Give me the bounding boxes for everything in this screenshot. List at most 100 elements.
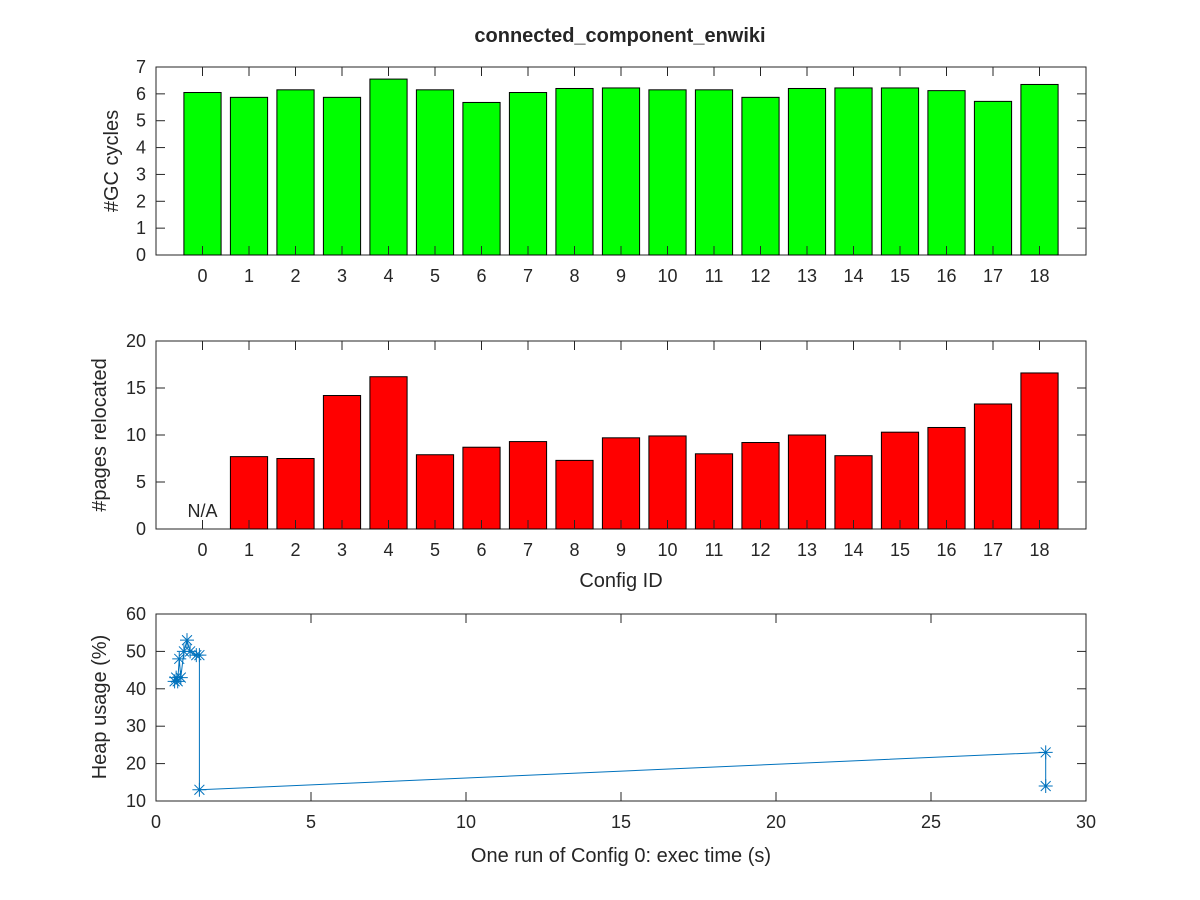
pages-relocated-x-tick-label: 17 <box>983 540 1003 560</box>
heap-usage-series <box>167 633 1053 797</box>
gc-cycles-bar <box>415 89 455 256</box>
pages-relocated-y-tick-label: 15 <box>126 378 146 398</box>
heap-usage-y-tick-label: 60 <box>126 604 146 624</box>
heap-usage-x-tick-label: 15 <box>611 812 631 832</box>
pages-relocated-bar <box>415 454 455 530</box>
gc-cycles-y-tick-label: 5 <box>136 111 146 131</box>
pages-relocated-bar <box>787 434 827 530</box>
gc-cycles-bar <box>973 100 1013 256</box>
gc-cycles-bars <box>183 78 1059 256</box>
gc-cycles-x-tick-label: 12 <box>750 266 770 286</box>
gc-cycles-x-tick-label: 0 <box>197 266 207 286</box>
gc-cycles-bar <box>787 87 827 256</box>
gc-cycles-x-tick-label: 15 <box>890 266 910 286</box>
gc-cycles-y-label: #GC cycles <box>101 110 123 212</box>
heap-usage-point <box>183 644 198 659</box>
gc-cycles-y-tick-label: 0 <box>136 245 146 265</box>
gc-cycles-x-tick-label: 2 <box>290 266 300 286</box>
pages-relocated-x-tick-label: 12 <box>750 540 770 560</box>
heap-usage-point <box>172 651 187 666</box>
pages-relocated-x-label: Config ID <box>579 570 662 592</box>
asterisk-marker-icon <box>183 644 198 659</box>
pages-relocated-bar <box>973 403 1013 530</box>
heap-usage-y-tick-label: 10 <box>126 791 146 811</box>
pages-relocated-x-tick-label: 5 <box>430 540 440 560</box>
gc-cycles-bar <box>322 96 362 256</box>
gc-cycles-x-tick-label: 9 <box>616 266 626 286</box>
pages-relocated-bar <box>462 446 501 530</box>
gc-cycles-y-tick-label: 1 <box>136 218 146 238</box>
asterisk-marker-icon <box>192 782 207 797</box>
heap-usage-y-tick-label: 40 <box>126 679 146 699</box>
gc-cycles-y-tick-label: 2 <box>136 191 146 211</box>
gc-cycles-x-tick-label: 3 <box>337 266 347 286</box>
figure-title: connected_component_enwiki <box>474 25 765 47</box>
pages-relocated-bar <box>322 395 362 530</box>
pages-relocated-y-label: #pages relocated <box>89 358 111 511</box>
pages-relocated-bar <box>741 442 780 530</box>
pages-relocated-y-tick-label: 0 <box>136 519 146 539</box>
pages-relocated-bars: N/A <box>187 372 1059 530</box>
heap-usage-x-tick-label: 5 <box>306 812 316 832</box>
heap-usage-axes: 0 5 10 15 20 25 30 10 20 30 40 50 60 <box>126 604 1096 832</box>
pages-relocated-x-tick-label: 8 <box>569 540 579 560</box>
pages-relocated-missing-label: N/A <box>187 501 217 521</box>
heap-usage-x-tick-label: 0 <box>151 812 161 832</box>
gc-cycles-bar <box>229 96 269 256</box>
pages-relocated-x-tick-label: 7 <box>523 540 533 560</box>
gc-cycles-bar <box>880 87 920 256</box>
heap-usage-plot-area <box>155 613 1087 802</box>
pages-relocated-x-tick-label: 16 <box>936 540 956 560</box>
pages-relocated-x-tick-label: 9 <box>616 540 626 560</box>
gc-cycles-bar <box>927 90 966 256</box>
heap-usage-x-tick-label: 20 <box>766 812 786 832</box>
gc-cycles-x-tick-label: 5 <box>430 266 440 286</box>
pages-relocated-bar <box>648 435 687 530</box>
gc-cycles-x-tick-label: 18 <box>1029 266 1049 286</box>
gc-cycles-x-tick-label: 8 <box>569 266 579 286</box>
gc-cycles-y-tick-label: 7 <box>136 57 146 77</box>
pages-relocated-x-tick-label: 10 <box>657 540 677 560</box>
heap-usage-point <box>180 633 194 648</box>
pages-relocated-x-tick-label: 2 <box>290 540 300 560</box>
gc-cycles-bar <box>508 92 548 256</box>
heap-usage-x-tick-label: 10 <box>456 812 476 832</box>
gc-cycles-x-tick-label: 6 <box>476 266 486 286</box>
pages-relocated-bar <box>1020 372 1059 530</box>
pages-relocated-y-tick-label: 20 <box>126 331 146 351</box>
heap-usage-y-label: Heap usage (%) <box>89 635 111 780</box>
gc-cycles-bar <box>555 87 594 256</box>
pages-relocated-y-tick-label: 5 <box>136 472 146 492</box>
pages-relocated-x-tick-label: 3 <box>337 540 347 560</box>
pages-relocated-bar <box>834 455 873 530</box>
gc-cycles-x-tick-label: 10 <box>657 266 677 286</box>
pages-relocated-x-tick-label: 4 <box>383 540 393 560</box>
heap-usage-x-label: One run of Config 0: exec time (s) <box>471 845 771 867</box>
gc-cycles-x-tick-label: 4 <box>383 266 393 286</box>
asterisk-marker-icon <box>173 670 188 685</box>
gc-cycles-bar <box>648 89 687 256</box>
asterisk-marker-icon <box>180 633 194 648</box>
gc-cycles-y-tick-label: 6 <box>136 84 146 104</box>
gc-cycles-bar <box>369 78 408 256</box>
gc-cycles-x-tick-label: 7 <box>523 266 533 286</box>
gc-cycles-bar <box>276 89 315 256</box>
gc-cycles-bar <box>183 92 222 256</box>
heap-usage-point <box>1038 779 1053 794</box>
pages-relocated-bar <box>927 426 966 530</box>
gc-cycles-x-tick-label: 14 <box>843 266 863 286</box>
pages-relocated-bar <box>694 453 734 530</box>
gc-cycles-x-tick-label: 17 <box>983 266 1003 286</box>
heap-usage-y-tick-label: 20 <box>126 754 146 774</box>
heap-usage-point <box>192 648 207 663</box>
gc-cycles-bar <box>462 101 501 256</box>
gc-cycles-bar <box>834 87 873 256</box>
pages-relocated-x-tick-label: 14 <box>843 540 863 560</box>
gc-cycles-x-tick-label: 11 <box>705 266 724 286</box>
gc-cycles-x-tick-label: 13 <box>797 266 817 286</box>
asterisk-marker-icon <box>1038 745 1053 760</box>
